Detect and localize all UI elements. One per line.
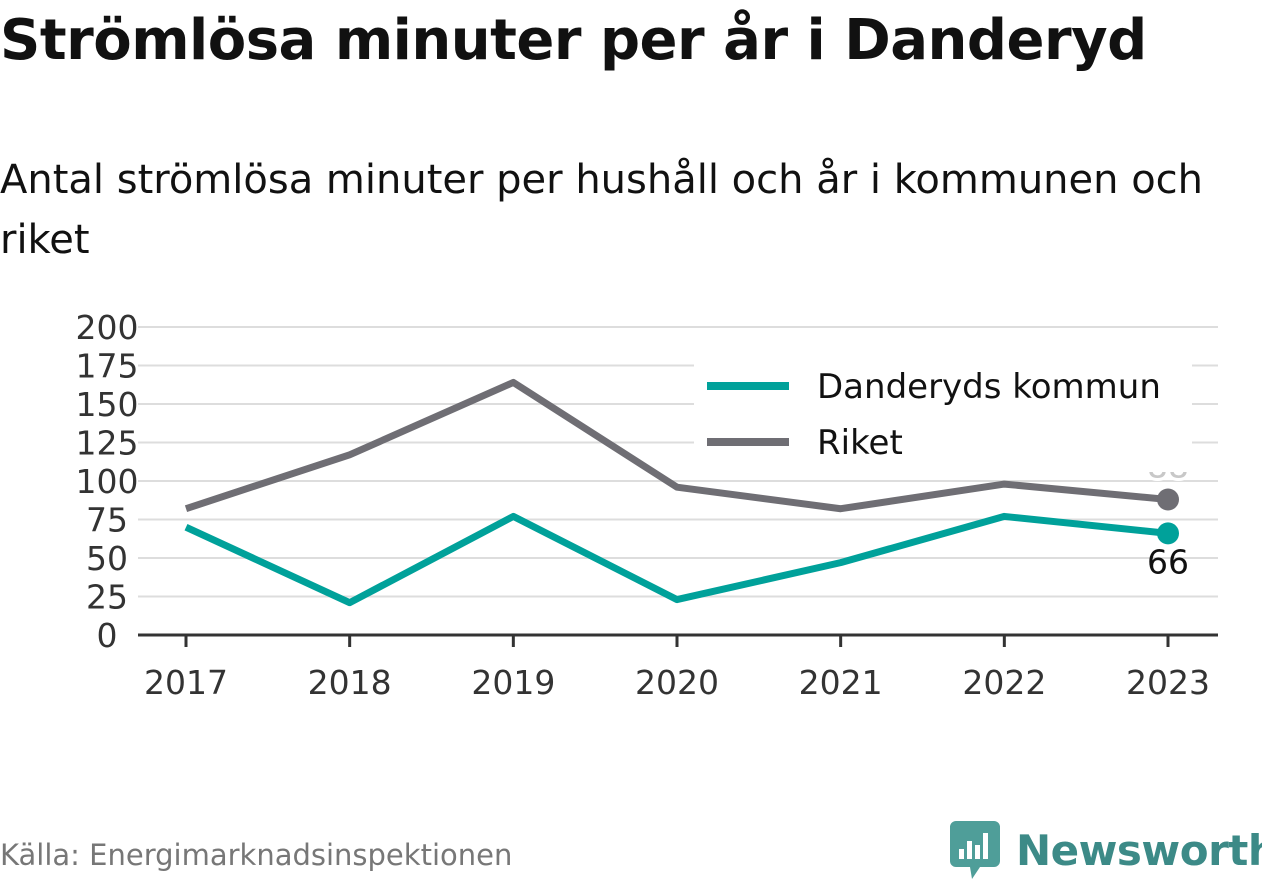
- y-tick-label: 100: [76, 462, 139, 501]
- source-note: Källa: Energimarknadsinspektionen: [0, 838, 513, 872]
- legend-label-0: Danderyds kommun: [817, 367, 1161, 407]
- series-lines: [184, 378, 1169, 607]
- y-tick-label: 200: [76, 308, 139, 347]
- end-point-1: [1157, 488, 1179, 511]
- y-tick-label: 150: [76, 385, 139, 424]
- y-tick-label: 175: [76, 347, 139, 386]
- x-tick-label: 2022: [962, 663, 1046, 702]
- end-label-0: 66: [1147, 542, 1189, 581]
- y-tick-label: 25: [86, 578, 128, 617]
- legend-background: [694, 360, 1192, 472]
- chart-title: Strömlösa minuter per år i Danderyd: [0, 8, 1147, 73]
- series-line-0: [184, 512, 1169, 607]
- x-tick-label: 2017: [144, 663, 228, 702]
- end-point-0: [1157, 522, 1179, 545]
- y-tick-label: 75: [86, 501, 128, 540]
- brand-logo: Newsworthy: [950, 818, 1262, 882]
- x-tick-label: 2018: [308, 663, 392, 702]
- x-tick-label: 2021: [799, 663, 883, 702]
- brand-name: Newsworthy: [1016, 825, 1262, 875]
- legend-label-1: Riket: [817, 423, 903, 463]
- series-line-1: [184, 378, 1169, 513]
- legend: Danderyds kommun Riket: [694, 360, 1192, 472]
- x-axis-ticks: 2017 2018 2019 2020 2021 2022 2023: [144, 635, 1210, 702]
- y-tick-label: 50: [86, 539, 128, 578]
- x-tick-label: 2023: [1126, 663, 1210, 702]
- y-tick-label: 0: [97, 616, 118, 655]
- x-tick-label: 2019: [471, 663, 555, 702]
- x-tick-label: 2020: [635, 663, 719, 702]
- y-tick-label: 125: [76, 424, 139, 463]
- chart-subtitle: Antal strömlösa minuter per hushåll och …: [0, 157, 1204, 263]
- newsworthy-logo-icon: [950, 821, 1000, 879]
